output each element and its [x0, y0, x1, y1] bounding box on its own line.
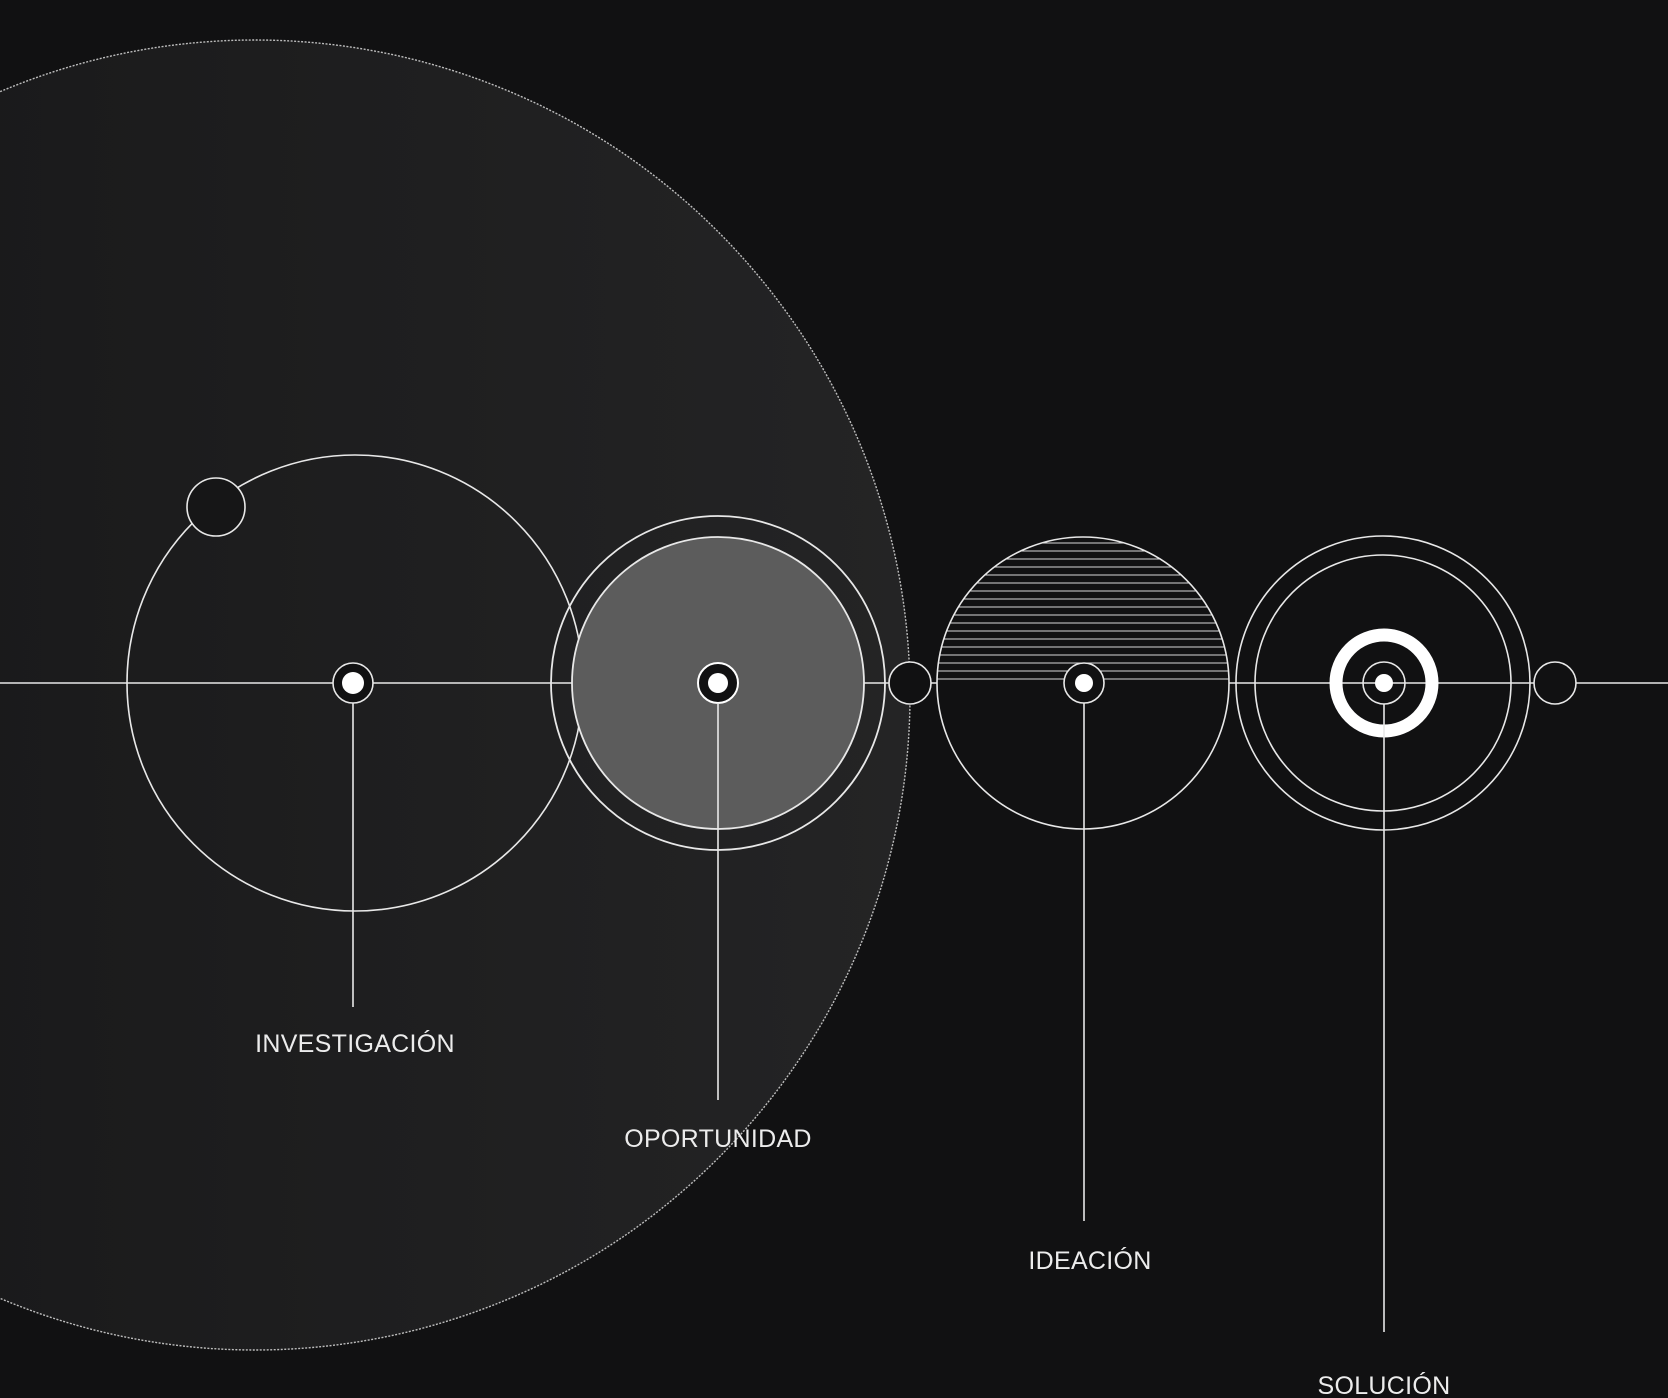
ideacion-node-core [1075, 674, 1093, 692]
stage-ideacion: IDEACIÓN [936, 536, 1230, 1275]
ideacion-hatch-lines [937, 542, 1229, 680]
stage-label-investigacion: INVESTIGACIÓN [255, 1029, 455, 1058]
investigacion-satellite [186, 477, 246, 537]
solucion-node-core [1375, 674, 1393, 692]
stage-oportunidad: OPORTUNIDAD [550, 515, 886, 1153]
investigacion-node-core [342, 672, 364, 694]
junction-node-2 [1533, 661, 1577, 705]
stage-label-oportunidad: OPORTUNIDAD [624, 1125, 812, 1153]
solucion-inner-ring [1254, 554, 1512, 812]
stage-solucion: SOLUCIÓN [1235, 535, 1531, 1398]
oportunidad-node-core [708, 673, 728, 693]
ideacion-circle [936, 536, 1230, 830]
solucion-outer-ring [1235, 535, 1531, 831]
stage-label-solucion: SOLUCIÓN [1318, 1371, 1451, 1398]
junction-node-1 [888, 661, 932, 705]
stage-label-ideacion: IDEACIÓN [1028, 1246, 1151, 1275]
stage-investigacion: INVESTIGACIÓN [126, 454, 584, 1058]
